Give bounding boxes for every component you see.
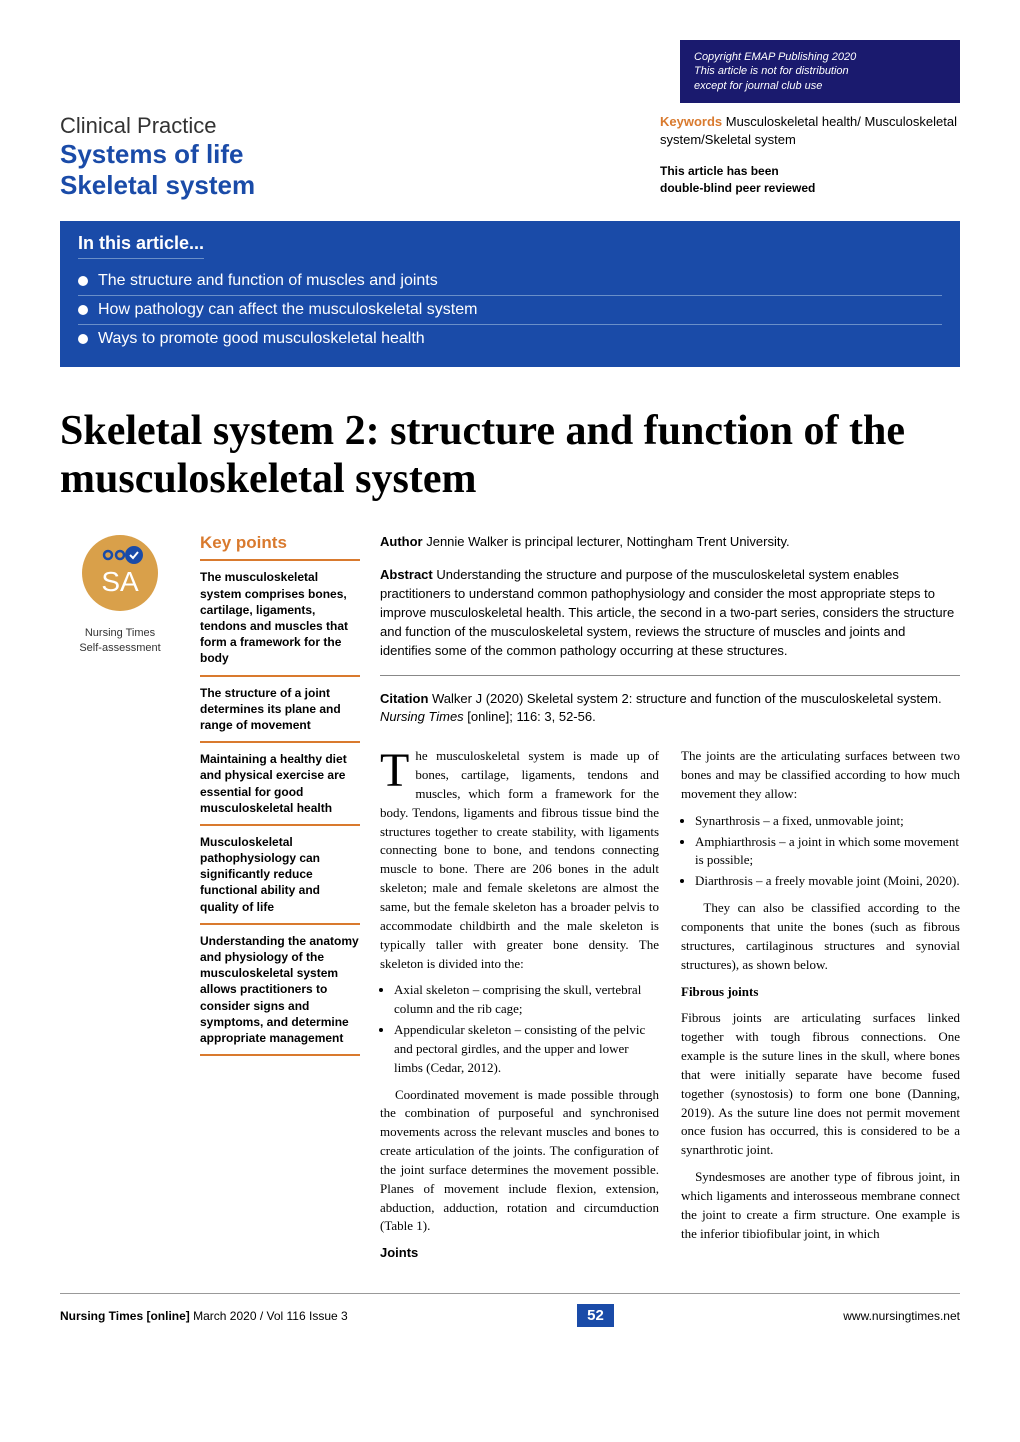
keypoint-item: The structure of a joint determines its … bbox=[200, 675, 360, 742]
citation-text: Walker J (2020) Skeletal system 2: struc… bbox=[428, 691, 941, 706]
in-article-text: Ways to promote good musculoskeletal hea… bbox=[98, 330, 425, 347]
author-line: Author Jennie Walker is principal lectur… bbox=[380, 533, 960, 552]
subsection-heading: Fibrous joints bbox=[681, 983, 960, 1002]
badge-caption: Self-assessment bbox=[60, 641, 180, 655]
citation-block: Citation Walker J (2020) Skeletal system… bbox=[380, 690, 960, 728]
systems-of-life-label: Systems of life bbox=[60, 139, 255, 170]
peer-review-block: This article has been double-blind peer … bbox=[660, 163, 960, 197]
paragraph-text: he musculoskeletal system is made up of … bbox=[380, 748, 659, 970]
in-article-text: How pathology can affect the musculoskel… bbox=[98, 301, 477, 318]
footer-left: Nursing Times [online] March 2020 / Vol … bbox=[60, 1309, 348, 1323]
footer-issue: March 2020 / Vol 116 Issue 3 bbox=[190, 1309, 348, 1323]
article-title: Skeletal system 2: structure and functio… bbox=[60, 407, 960, 504]
badge-caption: Nursing Times bbox=[60, 626, 180, 640]
citation-tail: [online]; 116: 3, 52-56. bbox=[464, 709, 596, 724]
bullet-icon bbox=[78, 334, 88, 344]
paragraph-text: Coordinated movement is made possible th… bbox=[380, 1087, 659, 1234]
citation-label: Citation bbox=[380, 691, 428, 706]
keypoint-item: Understanding the anatomy and physiology… bbox=[200, 923, 360, 1056]
body-list: Axial skeleton – comprising the skull, v… bbox=[394, 981, 659, 1077]
paragraph-text: They can also be classified according to… bbox=[681, 900, 960, 972]
clinical-practice-label: Clinical Practice bbox=[60, 113, 255, 139]
copyright-box: Copyright EMAP Publishing 2020 This arti… bbox=[680, 40, 960, 103]
keypoint-item: The musculoskeletal system comprises bon… bbox=[200, 559, 360, 674]
abstract-block: Abstract Understanding the structure and… bbox=[380, 566, 960, 675]
dropcap: T bbox=[380, 747, 415, 792]
self-assessment-badge-icon: SA bbox=[80, 533, 160, 613]
keypoints-title: Key points bbox=[200, 533, 360, 553]
keypoint-item: Maintaining a healthy diet and physical … bbox=[200, 741, 360, 824]
section-heading-block: Clinical Practice Systems of life Skelet… bbox=[60, 113, 255, 201]
body-paragraph: The musculoskeletal system is made up of… bbox=[380, 747, 659, 973]
list-item: Synarthrosis – a fixed, unmovable joint; bbox=[695, 812, 960, 831]
footer-publication: Nursing Times [online] bbox=[60, 1309, 190, 1323]
content-area: SA Nursing Times Self-assessment Key poi… bbox=[60, 533, 960, 1263]
header-row: Clinical Practice Systems of life Skelet… bbox=[60, 113, 960, 201]
abstract-text: Understanding the structure and purpose … bbox=[380, 567, 954, 657]
paragraph-text: Syndesmoses are another type of fibrous … bbox=[681, 1169, 960, 1241]
bullet-icon bbox=[78, 305, 88, 315]
peer-review-line: This article has been bbox=[660, 163, 960, 180]
svg-text:SA: SA bbox=[101, 566, 139, 597]
keywords-block: Keywords Musculoskeletal health/ Musculo… bbox=[660, 113, 960, 197]
in-article-item: The structure and function of muscles an… bbox=[78, 267, 942, 296]
copyright-line: except for journal club use bbox=[694, 79, 946, 93]
badge-column: SA Nursing Times Self-assessment bbox=[60, 533, 180, 1263]
in-article-item: How pathology can affect the musculoskel… bbox=[78, 296, 942, 325]
author-label: Author bbox=[380, 534, 423, 549]
keypoint-item: Musculoskeletal pathophysiology can sign… bbox=[200, 824, 360, 923]
in-article-item: Ways to promote good musculoskeletal hea… bbox=[78, 325, 942, 353]
list-item: Axial skeleton – comprising the skull, v… bbox=[394, 981, 659, 1019]
peer-review-line: double-blind peer reviewed bbox=[660, 180, 960, 197]
body-paragraph: Syndesmoses are another type of fibrous … bbox=[681, 1168, 960, 1243]
body-paragraph: Coordinated movement is made possible th… bbox=[380, 1086, 659, 1237]
body-list: Synarthrosis – a fixed, unmovable joint;… bbox=[695, 812, 960, 891]
bullet-icon bbox=[78, 276, 88, 286]
keywords-line: Keywords Musculoskeletal health/ Musculo… bbox=[660, 113, 960, 149]
keywords-label: Keywords bbox=[660, 114, 722, 129]
citation-journal: Nursing Times bbox=[380, 709, 464, 724]
copyright-line: Copyright EMAP Publishing 2020 bbox=[694, 50, 946, 64]
body-paragraph: Fibrous joints are articulating surfaces… bbox=[681, 1009, 960, 1160]
abstract-label: Abstract bbox=[380, 567, 433, 582]
footer-url: www.nursingtimes.net bbox=[843, 1309, 960, 1323]
skeletal-system-label: Skeletal system bbox=[60, 170, 255, 201]
body-paragraph: They can also be classified according to… bbox=[681, 899, 960, 974]
copyright-line: This article is not for distribution bbox=[694, 64, 946, 78]
main-text-column: Author Jennie Walker is principal lectur… bbox=[380, 533, 960, 1263]
list-item: Appendicular skeleton – consisting of th… bbox=[394, 1021, 659, 1078]
page-number: 52 bbox=[577, 1304, 614, 1327]
in-article-text: The structure and function of muscles an… bbox=[98, 272, 438, 289]
body-paragraph: The joints are the articulating surfaces… bbox=[681, 747, 960, 804]
list-item: Diarthrosis – a freely movable joint (Mo… bbox=[695, 872, 960, 891]
page-footer: Nursing Times [online] March 2020 / Vol … bbox=[60, 1293, 960, 1327]
page-container: Copyright EMAP Publishing 2020 This arti… bbox=[0, 0, 1020, 1367]
body-text: The musculoskeletal system is made up of… bbox=[380, 747, 960, 1263]
author-text: Jennie Walker is principal lecturer, Not… bbox=[423, 534, 790, 549]
list-item: Amphiarthrosis – a joint in which some m… bbox=[695, 833, 960, 871]
in-article-title: In this article... bbox=[78, 233, 204, 259]
section-heading: Joints bbox=[380, 1244, 659, 1263]
keypoints-column: Key points The musculoskeletal system co… bbox=[200, 533, 360, 1263]
in-this-article-box: In this article... The structure and fun… bbox=[60, 221, 960, 367]
